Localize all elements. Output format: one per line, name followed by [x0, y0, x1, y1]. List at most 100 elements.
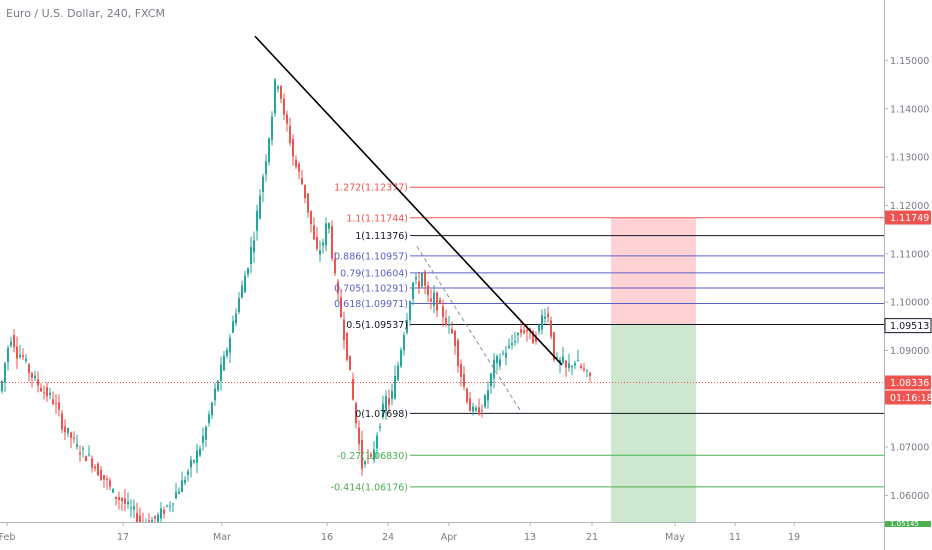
candle-body	[277, 86, 279, 89]
candle	[487, 381, 489, 409]
fib-label-4: 0.79(1.10604)	[340, 268, 408, 279]
candle	[472, 402, 474, 416]
candle-body	[88, 454, 90, 456]
candle	[391, 383, 393, 406]
candle	[256, 204, 258, 241]
candle	[418, 271, 420, 294]
candle	[397, 361, 399, 382]
candle	[421, 272, 423, 288]
candle-body	[412, 282, 414, 299]
candle-body	[85, 456, 87, 462]
candle	[445, 309, 447, 327]
candle-body	[493, 359, 495, 379]
candle	[550, 316, 552, 340]
candle-body	[13, 335, 15, 348]
candle	[388, 389, 390, 413]
time-axis-bg	[0, 522, 884, 550]
position-zones	[611, 217, 696, 522]
candle-body	[499, 359, 501, 367]
candle	[493, 352, 495, 389]
candle-body	[199, 448, 201, 456]
candle	[73, 431, 75, 444]
candle-body	[373, 449, 375, 460]
candle	[16, 336, 18, 369]
candle	[55, 393, 57, 414]
price-axis-bg	[884, 0, 932, 550]
candle	[481, 404, 483, 418]
fib-label-9: -0.27(1.06830)	[337, 451, 408, 462]
candle-body	[91, 458, 93, 468]
candle	[193, 459, 195, 465]
candle	[247, 267, 249, 278]
candle	[286, 110, 288, 132]
candle	[334, 252, 336, 276]
candle-body	[475, 407, 477, 411]
candle-body	[424, 271, 426, 286]
candle-body	[559, 359, 561, 363]
candle-body	[532, 331, 534, 344]
candle	[460, 359, 462, 387]
fib-label-2: 1(1.11376)	[355, 231, 408, 242]
candle-body	[256, 210, 258, 231]
candle	[307, 193, 309, 218]
candle	[508, 338, 510, 350]
candle	[154, 515, 156, 523]
candle	[361, 430, 363, 476]
candle	[379, 423, 381, 432]
candle-body	[385, 396, 387, 412]
candle-body	[439, 299, 441, 304]
candle	[580, 363, 582, 370]
candle-body	[361, 440, 363, 469]
candle-body	[178, 491, 180, 494]
chart-title: Euro / U.S. Dollar, 240, FXCM	[6, 7, 165, 20]
candle	[112, 488, 114, 494]
candle	[58, 394, 60, 417]
candle	[13, 329, 15, 353]
candle-body	[235, 313, 237, 324]
candle-body	[112, 488, 114, 493]
candle-body	[187, 471, 189, 475]
stop-loss-zone	[611, 217, 696, 325]
candle-body	[106, 478, 108, 480]
candle-body	[355, 402, 357, 424]
candle	[187, 468, 189, 482]
candle-body	[79, 452, 81, 455]
candle-body	[583, 368, 585, 371]
time-axis: Feb 17 Mar 16 24 Apr 13 21 May 11 19	[0, 522, 884, 550]
candle-body	[70, 432, 72, 438]
candle-body	[328, 223, 330, 229]
candle	[454, 329, 456, 355]
candle-body	[343, 319, 345, 341]
candle	[37, 371, 39, 393]
candle-body	[250, 246, 252, 265]
candle	[217, 379, 219, 392]
x-tick-label-7: 21	[586, 532, 598, 543]
candle	[589, 372, 591, 383]
candle	[268, 137, 270, 166]
candle	[244, 270, 246, 293]
x-tick-label-5: Apr	[441, 532, 458, 543]
candle	[583, 363, 585, 373]
candle-body	[64, 426, 66, 433]
candle	[523, 325, 525, 335]
candle	[304, 184, 306, 204]
candle-body	[55, 403, 57, 405]
candle	[31, 371, 33, 388]
candle-body	[451, 328, 453, 334]
candle	[511, 334, 513, 350]
candle-body	[124, 498, 126, 504]
candle-body	[520, 329, 522, 333]
candle	[226, 347, 228, 359]
candle	[544, 308, 546, 325]
candle-body	[130, 507, 132, 509]
candle	[415, 272, 417, 285]
y-tick-label-5: 1.10000	[890, 298, 929, 309]
y-tick-label-4: 1.11000	[890, 249, 929, 260]
candle	[106, 475, 108, 490]
price-lines	[0, 186, 884, 488]
candle	[169, 501, 171, 512]
candle	[466, 387, 468, 404]
candle-body	[283, 98, 285, 115]
